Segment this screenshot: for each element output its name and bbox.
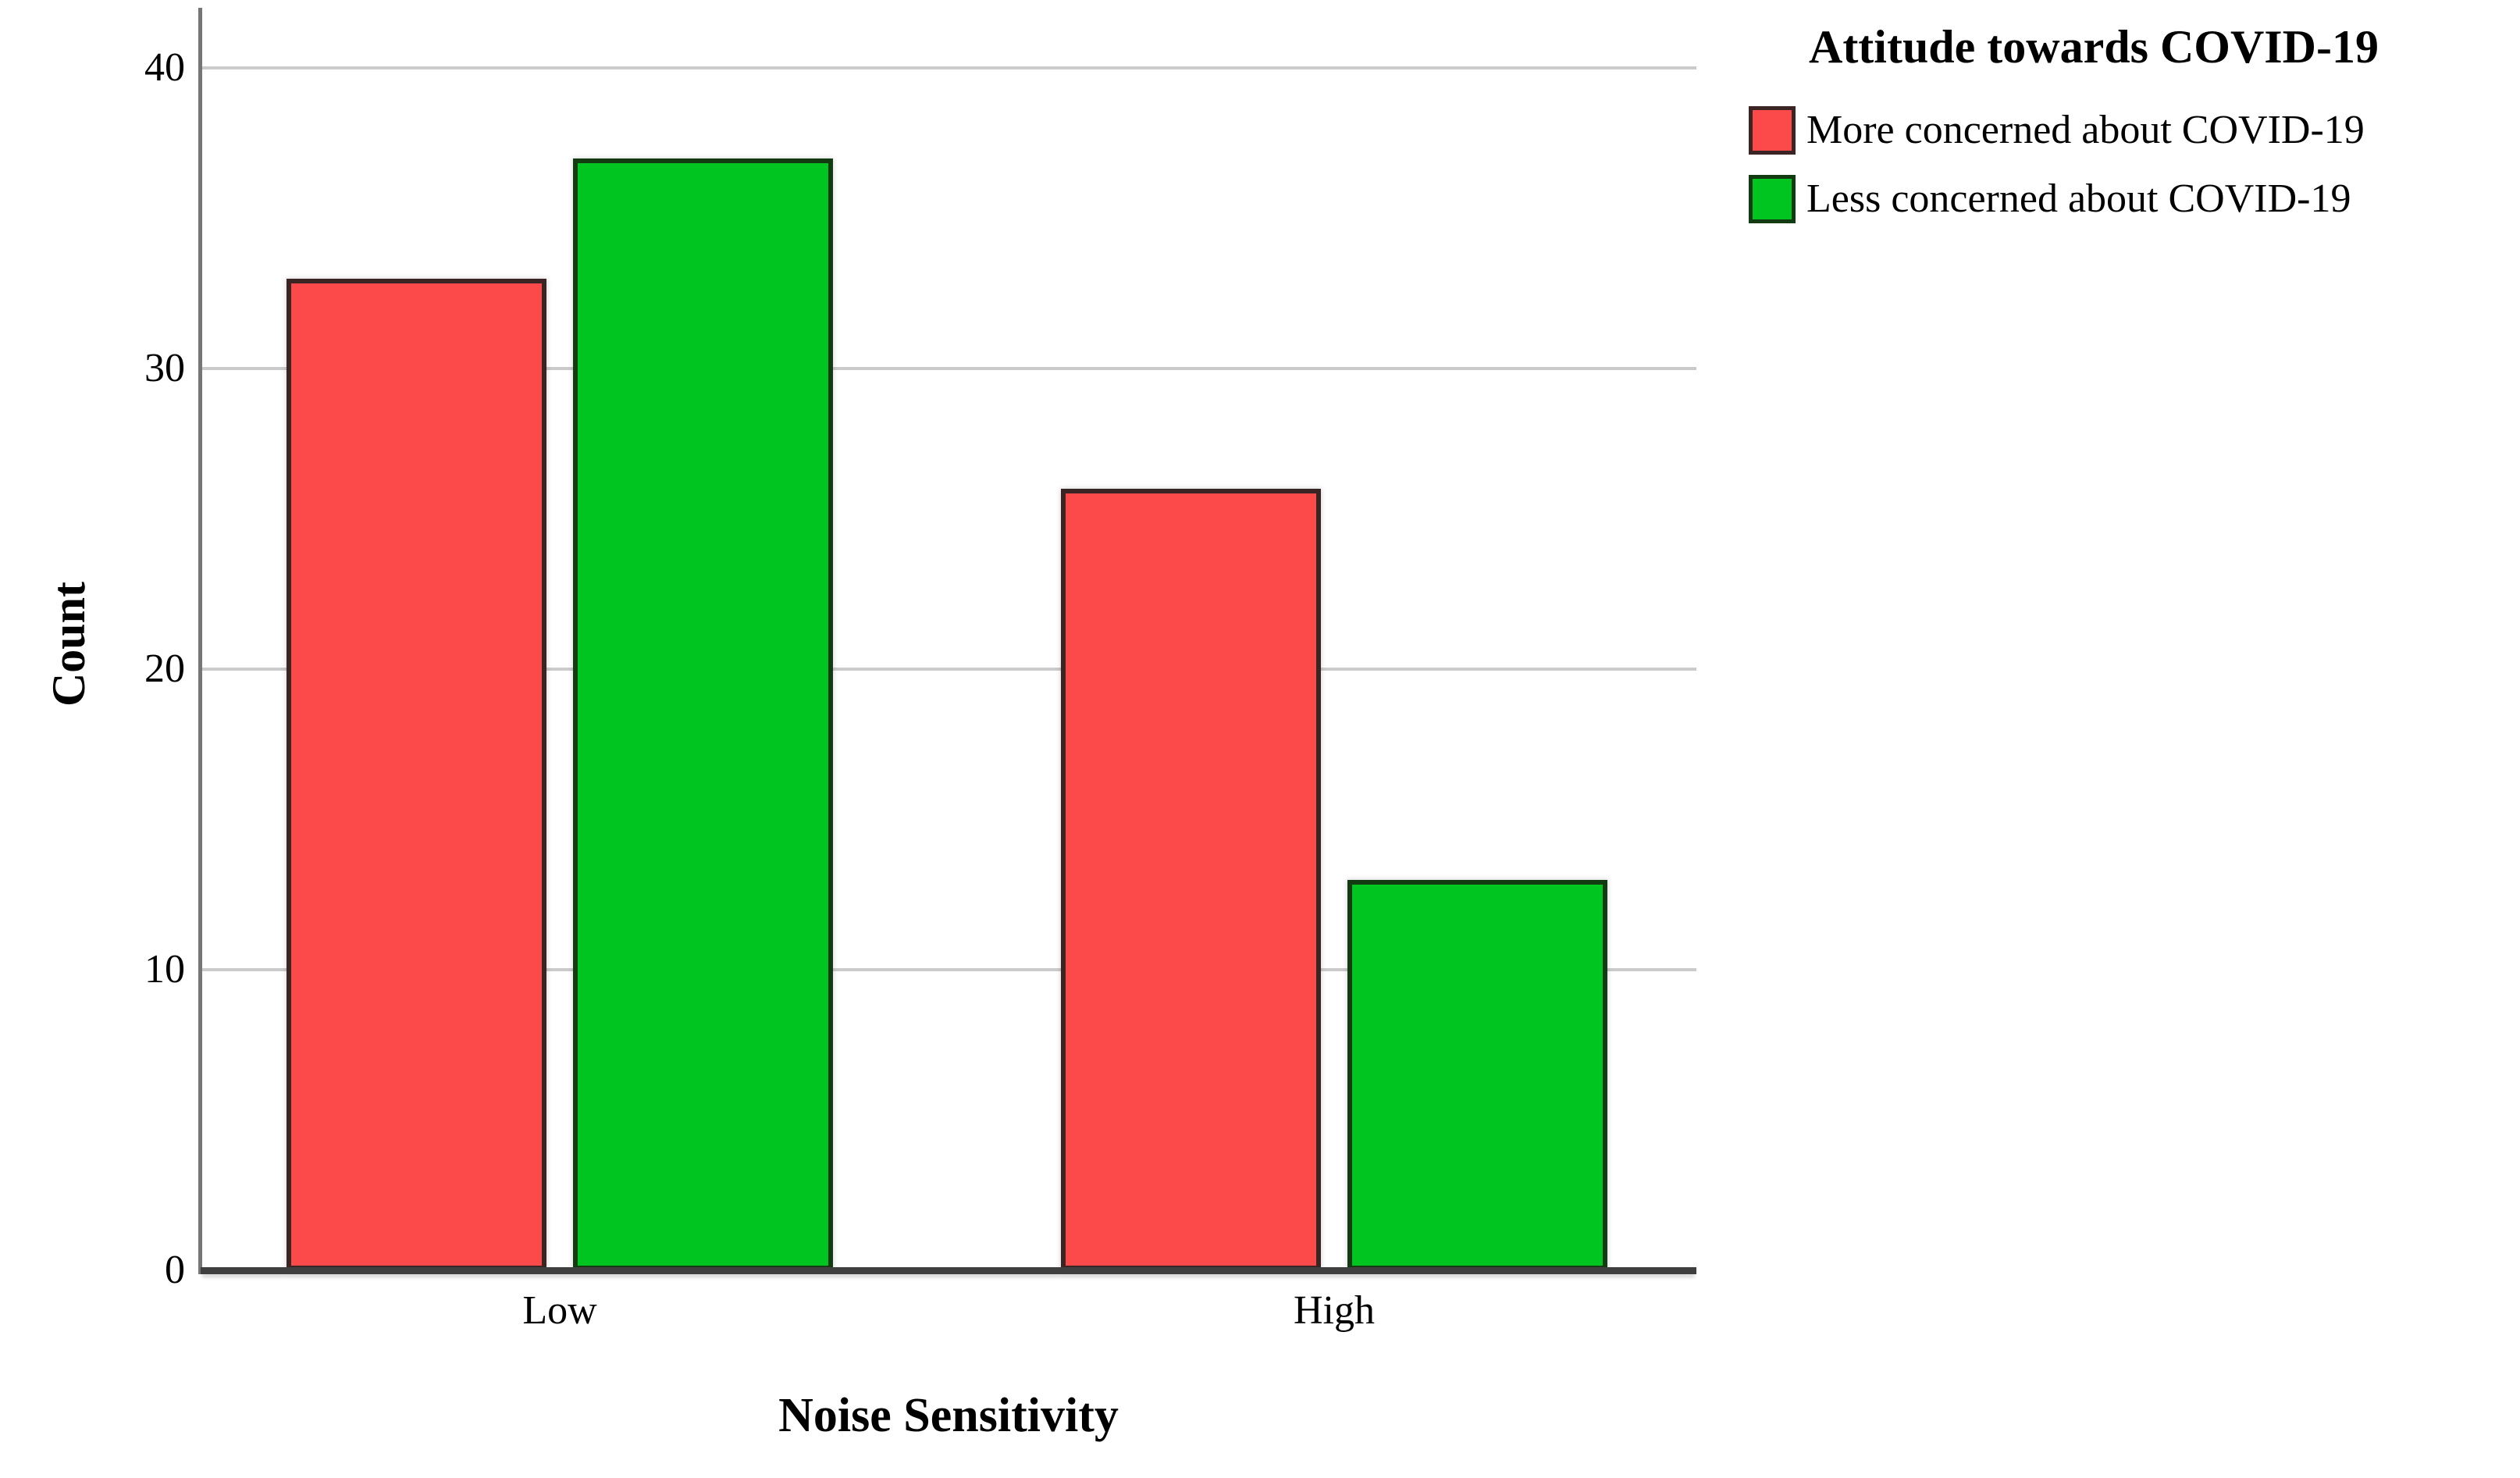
gridline-y-40 (201, 66, 1696, 69)
x-category-label-high: High (1294, 1288, 1375, 1333)
legend-title: Attitude towards COVID-19 (1809, 21, 2379, 73)
y-tick-label-0: 0 (165, 1248, 185, 1292)
legend-item-more-concerned: More concerned about COVID-19 (1749, 106, 2365, 155)
x-axis-title: Noise Sensitivity (778, 1389, 1119, 1442)
y-axis-line (198, 8, 202, 1274)
y-tick-label-40: 40 (144, 45, 185, 90)
legend-item-label: More concerned about COVID-19 (1806, 108, 2365, 152)
x-axis-line (201, 1267, 1696, 1274)
x-category-label-low: Low (522, 1288, 597, 1333)
gridline-y-20 (201, 668, 1696, 671)
y-tick-label-20: 20 (144, 646, 185, 691)
bar-low-green (573, 158, 833, 1270)
legend-item-label: Less concerned about COVID-19 (1806, 176, 2351, 221)
bar-high-red (1061, 489, 1321, 1270)
legend-swatch-green-icon (1749, 175, 1796, 223)
gridline-y-30 (201, 367, 1696, 370)
gridline-y-10 (201, 968, 1696, 971)
y-tick-label-10: 10 (144, 947, 185, 992)
legend-swatch-red-icon (1749, 106, 1796, 155)
bar-low-red (287, 278, 546, 1270)
bar-high-green (1347, 879, 1607, 1270)
legend-item-less-concerned: Less concerned about COVID-19 (1749, 175, 2351, 223)
y-tick-label-30: 30 (144, 346, 185, 390)
